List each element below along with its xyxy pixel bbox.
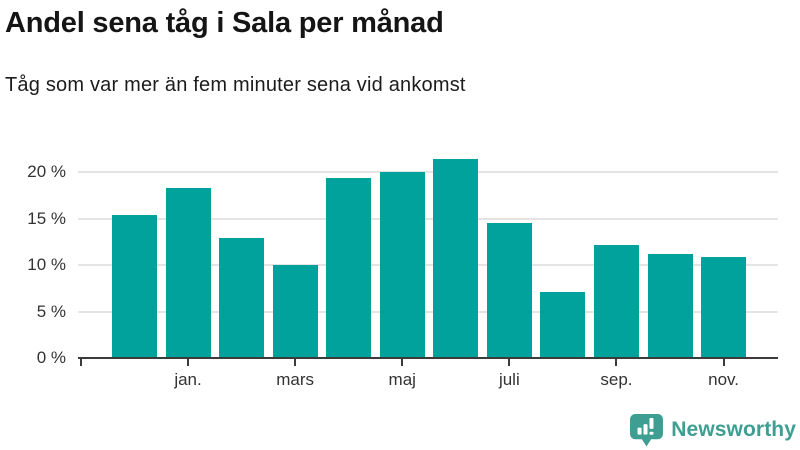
gridline-20 [78,171,778,174]
bar-maj [379,172,425,358]
bar-jun. [433,159,479,358]
bar-jan. [165,188,211,358]
x-tick-label: jan. [174,370,202,389]
x-tick-juli [508,359,511,366]
bar-apr. [326,177,372,358]
x-tick-label: maj [388,370,416,389]
bar-feb. [219,238,265,358]
bar-mars [272,265,318,358]
bar-aug. [540,292,586,358]
newsworthy-logo[interactable]: Newsworthy [629,411,796,449]
bar-sep. [593,244,639,358]
x-tick-label: mars [276,370,315,389]
gridline-15 [78,217,778,220]
chart-title: Andel sena tåg i Sala per månad [5,7,444,39]
x-axis-end-tick [80,359,82,366]
x-axis-line [78,357,778,359]
x-tick-label: nov. [708,370,739,389]
bar-juli [486,223,532,358]
y-tick-label: 10 % [27,255,66,275]
gridline-10 [78,264,778,267]
x-tick-label: sep. [600,370,633,389]
chart-subtitle: Tåg som var mer än fem minuter sena vid … [5,74,466,96]
newsworthy-logo-icon [630,413,664,446]
x-tick-label: juli [498,370,520,389]
bar-nov. [701,256,747,358]
y-tick-label: 15 % [27,208,66,228]
y-tick-label: 0 % [36,348,66,367]
bar-chart: 0 % 5 % 10 % 15 % 20 % jan. mars maj juli sep. nov… [0,140,800,400]
gridline-5 [78,310,778,313]
x-tick-maj [401,359,404,366]
bar-okt. [647,254,693,358]
x-tick-jan. [187,359,190,366]
x-tick-mars [294,359,297,366]
y-tick-label: 20 % [27,162,66,182]
x-tick-sep. [615,359,618,366]
newsworthy-wordmark: Newsworthy [671,418,796,441]
x-tick-nov. [722,359,725,366]
y-tick-label: 5 % [36,301,66,321]
bar-dec. [112,215,157,358]
